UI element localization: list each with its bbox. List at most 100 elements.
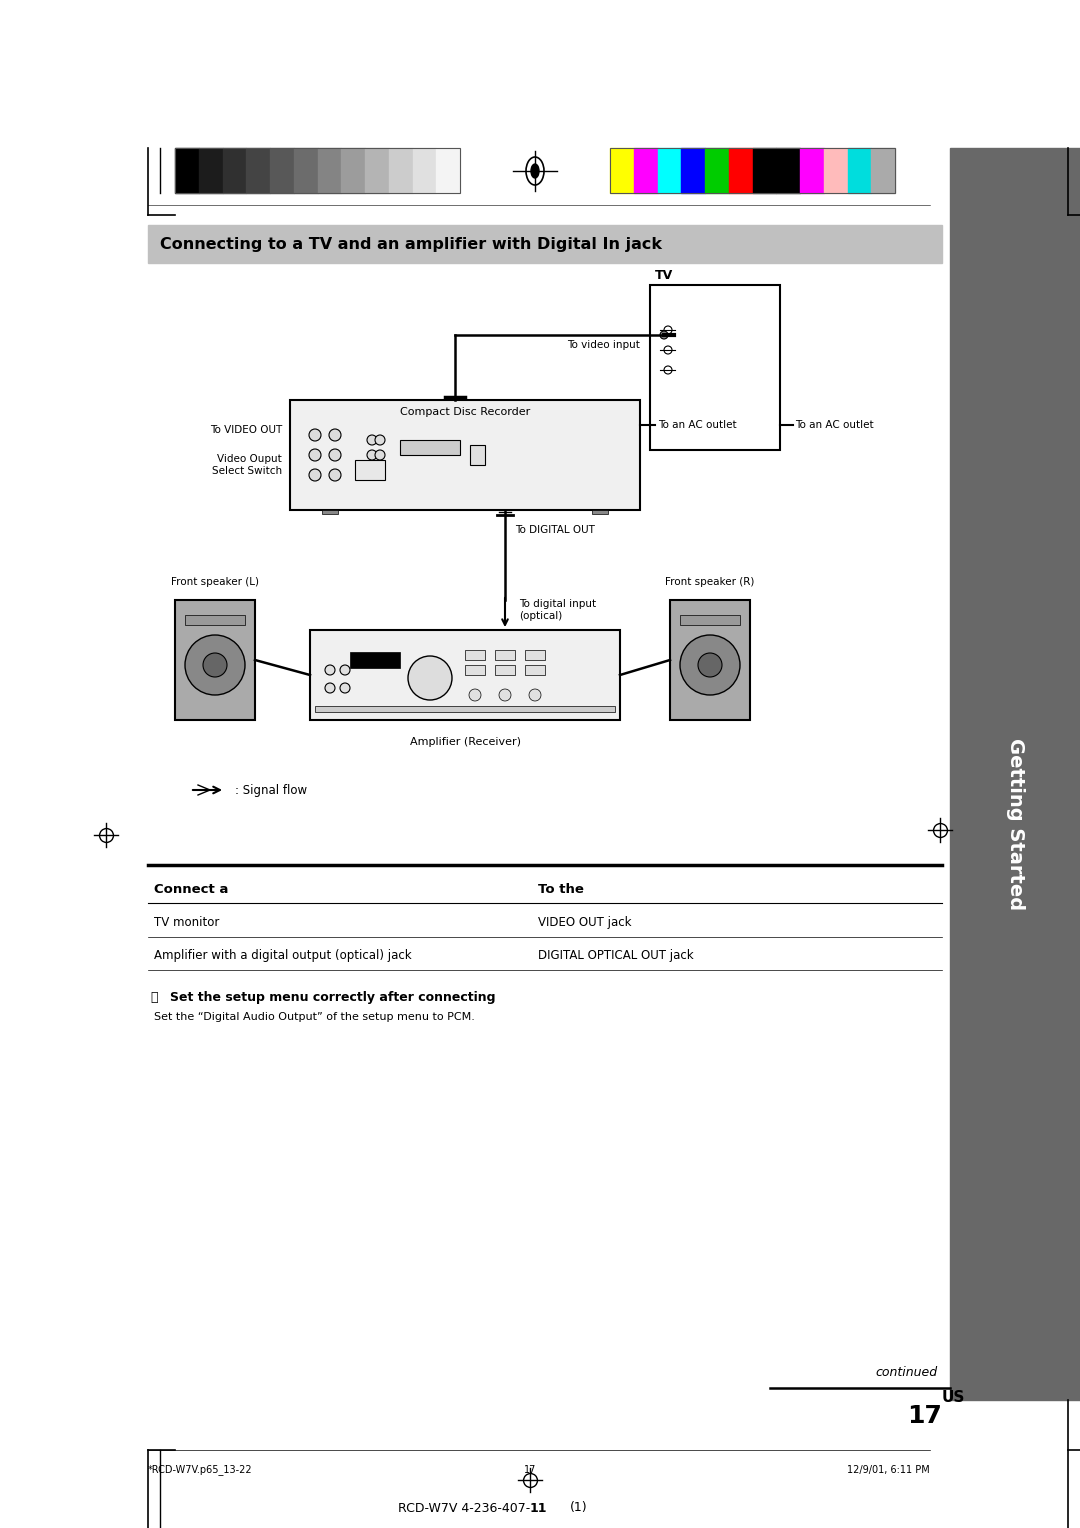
Bar — [634, 148, 658, 193]
Bar — [310, 630, 620, 720]
Bar — [650, 286, 780, 451]
Text: TV: TV — [654, 269, 673, 281]
Bar — [705, 148, 729, 193]
Circle shape — [660, 332, 669, 339]
Bar — [800, 148, 824, 193]
Bar — [199, 148, 222, 193]
Circle shape — [329, 429, 341, 442]
Circle shape — [309, 469, 321, 481]
Circle shape — [329, 469, 341, 481]
Bar — [610, 148, 634, 193]
Text: 17: 17 — [524, 1465, 536, 1475]
Text: Set the “Digital Audio Output” of the setup menu to PCM.: Set the “Digital Audio Output” of the se… — [154, 1012, 475, 1022]
Bar — [753, 148, 777, 193]
Bar — [681, 148, 705, 193]
Circle shape — [664, 367, 672, 374]
Text: Compact Disc Recorder: Compact Disc Recorder — [400, 406, 530, 417]
Bar — [465, 665, 485, 675]
Bar — [322, 510, 338, 513]
Bar — [950, 148, 1080, 1400]
Text: Front speaker (R): Front speaker (R) — [665, 578, 755, 587]
Bar — [270, 148, 294, 193]
Circle shape — [340, 683, 350, 694]
Bar — [872, 148, 895, 193]
Circle shape — [325, 665, 335, 675]
Circle shape — [309, 429, 321, 442]
Text: 🔑: 🔑 — [150, 990, 158, 1004]
Bar — [389, 148, 413, 193]
Circle shape — [375, 451, 384, 460]
Text: Connect a: Connect a — [154, 883, 228, 895]
Bar — [315, 706, 615, 712]
Bar — [470, 445, 485, 465]
Text: To the: To the — [538, 883, 584, 895]
Text: 17: 17 — [907, 1404, 942, 1429]
Circle shape — [469, 689, 481, 701]
Circle shape — [375, 435, 384, 445]
Circle shape — [203, 652, 227, 677]
Bar — [175, 148, 199, 193]
Bar — [525, 649, 545, 660]
Circle shape — [325, 683, 335, 694]
Bar — [400, 440, 460, 455]
Circle shape — [499, 689, 511, 701]
Circle shape — [680, 636, 740, 695]
Bar — [365, 148, 389, 193]
Ellipse shape — [526, 157, 544, 185]
Bar — [777, 148, 800, 193]
Bar — [465, 649, 485, 660]
Ellipse shape — [531, 163, 539, 177]
Bar — [658, 148, 681, 193]
Text: To an AC outlet: To an AC outlet — [795, 420, 874, 429]
Text: US: US — [942, 1390, 966, 1406]
Bar — [495, 649, 515, 660]
Text: To DIGITAL OUT: To DIGITAL OUT — [515, 526, 595, 535]
Text: *RCD-W7V.p65_13-22: *RCD-W7V.p65_13-22 — [148, 1464, 253, 1476]
Bar — [824, 148, 848, 193]
Text: : Signal flow: : Signal flow — [235, 784, 307, 796]
Bar — [175, 601, 255, 720]
Text: To VIDEO OUT: To VIDEO OUT — [210, 425, 282, 435]
Text: Front speaker (L): Front speaker (L) — [171, 578, 259, 587]
Text: To an AC outlet: To an AC outlet — [658, 420, 737, 429]
Bar — [350, 652, 400, 668]
Bar — [610, 148, 895, 193]
Bar — [318, 148, 341, 193]
Bar — [355, 460, 384, 480]
Text: DIGITAL OPTICAL OUT jack: DIGITAL OPTICAL OUT jack — [538, 949, 693, 961]
Bar — [413, 148, 436, 193]
Circle shape — [367, 435, 377, 445]
Bar — [436, 148, 460, 193]
Text: RCD-W7V 4-236-407-: RCD-W7V 4-236-407- — [397, 1502, 530, 1514]
Bar — [848, 148, 872, 193]
Text: Amplifier (Receiver): Amplifier (Receiver) — [409, 736, 521, 747]
Text: Getting Started: Getting Started — [1005, 738, 1025, 911]
Text: To video input: To video input — [567, 341, 640, 350]
Circle shape — [185, 636, 245, 695]
Circle shape — [664, 325, 672, 335]
Text: (1): (1) — [570, 1502, 588, 1514]
Bar — [175, 148, 460, 193]
Text: continued: continued — [876, 1366, 939, 1380]
Circle shape — [367, 451, 377, 460]
Bar — [525, 665, 545, 675]
Text: TV monitor: TV monitor — [154, 915, 219, 929]
Circle shape — [309, 449, 321, 461]
Bar — [670, 601, 750, 720]
Text: To digital input
(optical): To digital input (optical) — [519, 599, 596, 620]
Text: 12/9/01, 6:11 PM: 12/9/01, 6:11 PM — [847, 1465, 930, 1475]
Text: VIDEO OUT jack: VIDEO OUT jack — [538, 915, 632, 929]
Bar — [680, 614, 740, 625]
Text: Connecting to a TV and an amplifier with Digital In jack: Connecting to a TV and an amplifier with… — [160, 237, 662, 252]
Circle shape — [408, 656, 453, 700]
Bar — [185, 614, 245, 625]
Text: Set the setup menu correctly after connecting: Set the setup menu correctly after conne… — [170, 990, 496, 1004]
Text: Amplifier with a digital output (optical) jack: Amplifier with a digital output (optical… — [154, 949, 411, 961]
Bar — [495, 665, 515, 675]
Circle shape — [329, 449, 341, 461]
Text: 11: 11 — [530, 1502, 548, 1514]
Circle shape — [698, 652, 723, 677]
Bar — [246, 148, 270, 193]
Circle shape — [340, 665, 350, 675]
Bar — [222, 148, 246, 193]
